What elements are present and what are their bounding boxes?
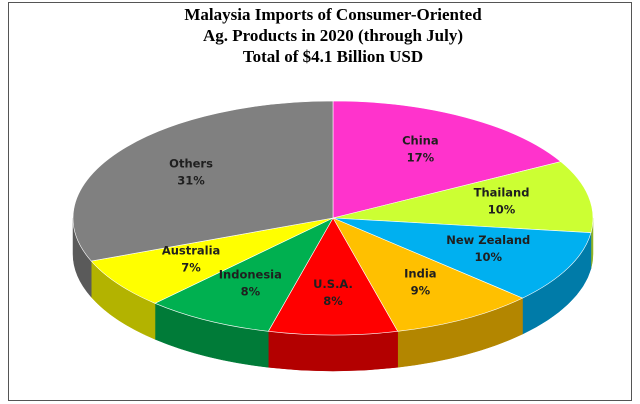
slice-label: Thailand — [474, 186, 530, 200]
slice — [154, 217, 334, 332]
slice — [90, 217, 334, 304]
chart-title-line: Total of $4.1 Billion USD — [243, 47, 423, 66]
slice-value-label: 8% — [323, 294, 343, 308]
chart-title-line: Malaysia Imports of Consumer-Oriented — [184, 5, 482, 24]
slice — [332, 217, 592, 299]
slice-side — [268, 331, 398, 372]
slice-value-label: 10% — [488, 203, 516, 217]
slice — [332, 161, 594, 233]
slice-label: Others — [169, 157, 213, 171]
slice-label: Indonesia — [219, 268, 282, 282]
slice-value-label: 31% — [177, 174, 205, 188]
slice-value-label: 7% — [181, 260, 201, 274]
slice — [267, 217, 399, 336]
slice-label: China — [402, 134, 439, 148]
slice-value-label: 17% — [407, 151, 435, 165]
slice-label: New Zealand — [446, 233, 530, 247]
slice-label: Australia — [162, 243, 221, 257]
chart-title-line: Ag. Products in 2020 (through July) — [203, 26, 463, 45]
slice-value-label: 8% — [241, 285, 261, 299]
slice — [332, 217, 524, 332]
slice — [72, 100, 334, 262]
slice — [332, 100, 562, 219]
slice-value-label: 10% — [475, 250, 503, 264]
slice-label: U.S.A. — [313, 277, 353, 291]
slice-value-label: 9% — [411, 283, 431, 297]
slice-label: India — [404, 266, 436, 280]
